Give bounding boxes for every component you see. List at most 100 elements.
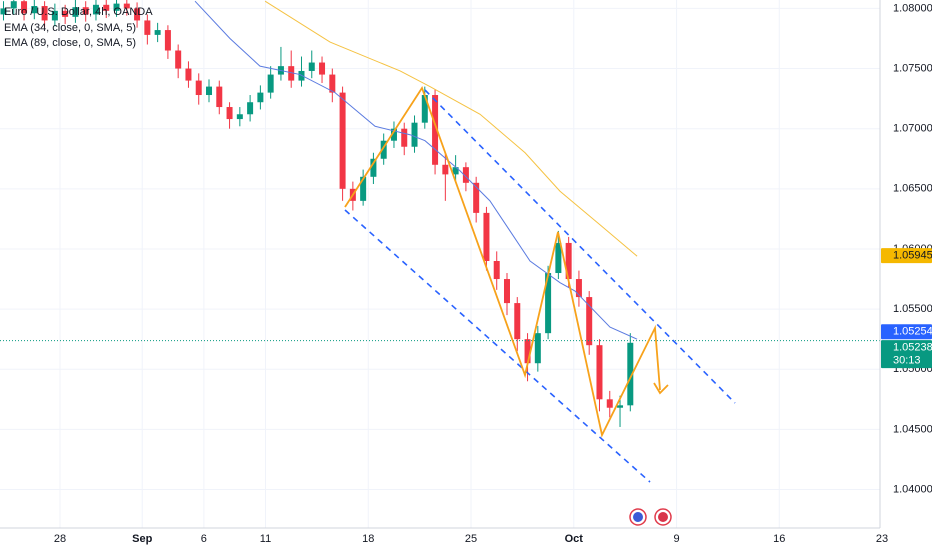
candle-body (462, 167, 469, 183)
candle-body (617, 405, 624, 408)
candle-body (195, 80, 202, 96)
candle-body (308, 62, 315, 71)
countdown: 30:13 (893, 355, 921, 367)
candle-body (154, 30, 161, 35)
candle-body (370, 158, 377, 177)
candle-body (31, 6, 38, 14)
x-tick-label: Oct (565, 533, 584, 545)
candle-body (82, 7, 89, 15)
legend-title: Euro / U.S. Dollar, 4h, OANDA (4, 6, 153, 18)
x-tick-label: 16 (773, 533, 785, 545)
plot (0, 0, 880, 427)
y-tick-label: 1.04000 (893, 483, 932, 495)
candle-body (401, 128, 408, 147)
candle-body (103, 4, 110, 11)
channel-lower (344, 209, 651, 483)
y-tick-label: 1.05500 (893, 303, 932, 315)
grid (0, 0, 883, 528)
y-tick-label: 1.06500 (893, 183, 932, 195)
candle-body (92, 4, 99, 15)
candle-body (565, 242, 572, 280)
y-tick-label: 1.08000 (893, 2, 932, 14)
candle-body (473, 182, 480, 213)
candle-body (452, 167, 459, 175)
candle-body (51, 10, 58, 21)
candle-body (257, 92, 264, 103)
candle-body (606, 399, 613, 408)
candle-body (493, 260, 500, 280)
price-label: 1.05238 (893, 342, 932, 354)
candle-body (236, 114, 243, 120)
arrow-head (653, 382, 669, 395)
candle-body (21, 1, 28, 14)
legend-indicator: EMA (34, close, 0, SMA, 5) (4, 22, 136, 34)
candle-body (10, 1, 17, 9)
x-tick-label: 11 (260, 533, 271, 545)
candle-body (329, 74, 336, 93)
candle-body (627, 342, 634, 406)
zigzag (344, 85, 661, 438)
candle-body (134, 8, 141, 21)
x-tick-label: 23 (876, 533, 888, 545)
candle-body (514, 303, 521, 340)
candle-body (421, 95, 428, 123)
candle-body (524, 339, 531, 364)
candle-body (113, 3, 120, 11)
candle-body (411, 122, 418, 147)
candle-body (442, 164, 449, 175)
candle-body (206, 86, 213, 96)
price-label-box (881, 340, 932, 369)
candle-body (432, 95, 439, 165)
x-tick-label: 25 (465, 533, 477, 545)
candle-body (483, 212, 490, 261)
legend-indicator: EMA (89, close, 0, SMA, 5) (4, 37, 136, 49)
x-tick-label: 6 (201, 533, 207, 545)
candle-body (62, 10, 69, 17)
price-axis-bg (880, 0, 932, 550)
price-label-box (881, 248, 932, 264)
candle-body (380, 140, 387, 159)
candle-body (390, 128, 397, 141)
candle-body (534, 333, 541, 364)
candle-body (226, 107, 233, 120)
candle-body (164, 30, 171, 51)
price-label: 1.05254 (893, 326, 932, 338)
candle-body (288, 66, 295, 81)
x-tick-label: 9 (673, 533, 679, 545)
price-label-box (881, 324, 932, 340)
event-icon-inner (658, 512, 668, 522)
x-tick-label: Sep (132, 533, 152, 545)
candle-body (185, 68, 192, 81)
candle-body (503, 279, 510, 304)
candle-body (41, 6, 48, 21)
price-label: 1.05945 (893, 249, 932, 261)
x-tick-label: 28 (54, 533, 66, 545)
y-tick-label: 1.04500 (893, 423, 932, 435)
candle-body (586, 297, 593, 346)
y-tick-label: 1.07000 (893, 123, 932, 135)
candle-body (596, 345, 603, 400)
candle-body (555, 242, 562, 274)
candle-body (175, 50, 182, 69)
axes: 1.080001.075001.070001.065001.060001.055… (54, 2, 932, 545)
candle-body (360, 176, 367, 201)
event-icons (629, 508, 672, 526)
channel-upper (424, 89, 736, 404)
candle-body (575, 279, 582, 298)
y-tick-label: 1.07500 (893, 62, 932, 74)
candle-body (144, 20, 151, 35)
candle-body (339, 92, 346, 189)
candle-body (72, 7, 79, 17)
candle-body (545, 273, 552, 334)
candle-body (247, 102, 254, 115)
event-icon-inner (633, 512, 643, 522)
ema-line (264, 0, 638, 257)
candle-body (0, 8, 7, 15)
candle-body (267, 74, 274, 93)
x-tick-label: 18 (362, 533, 374, 545)
candle-body (123, 3, 130, 9)
candle-body (319, 62, 326, 75)
drawings (344, 85, 736, 483)
candle-body (216, 86, 223, 108)
